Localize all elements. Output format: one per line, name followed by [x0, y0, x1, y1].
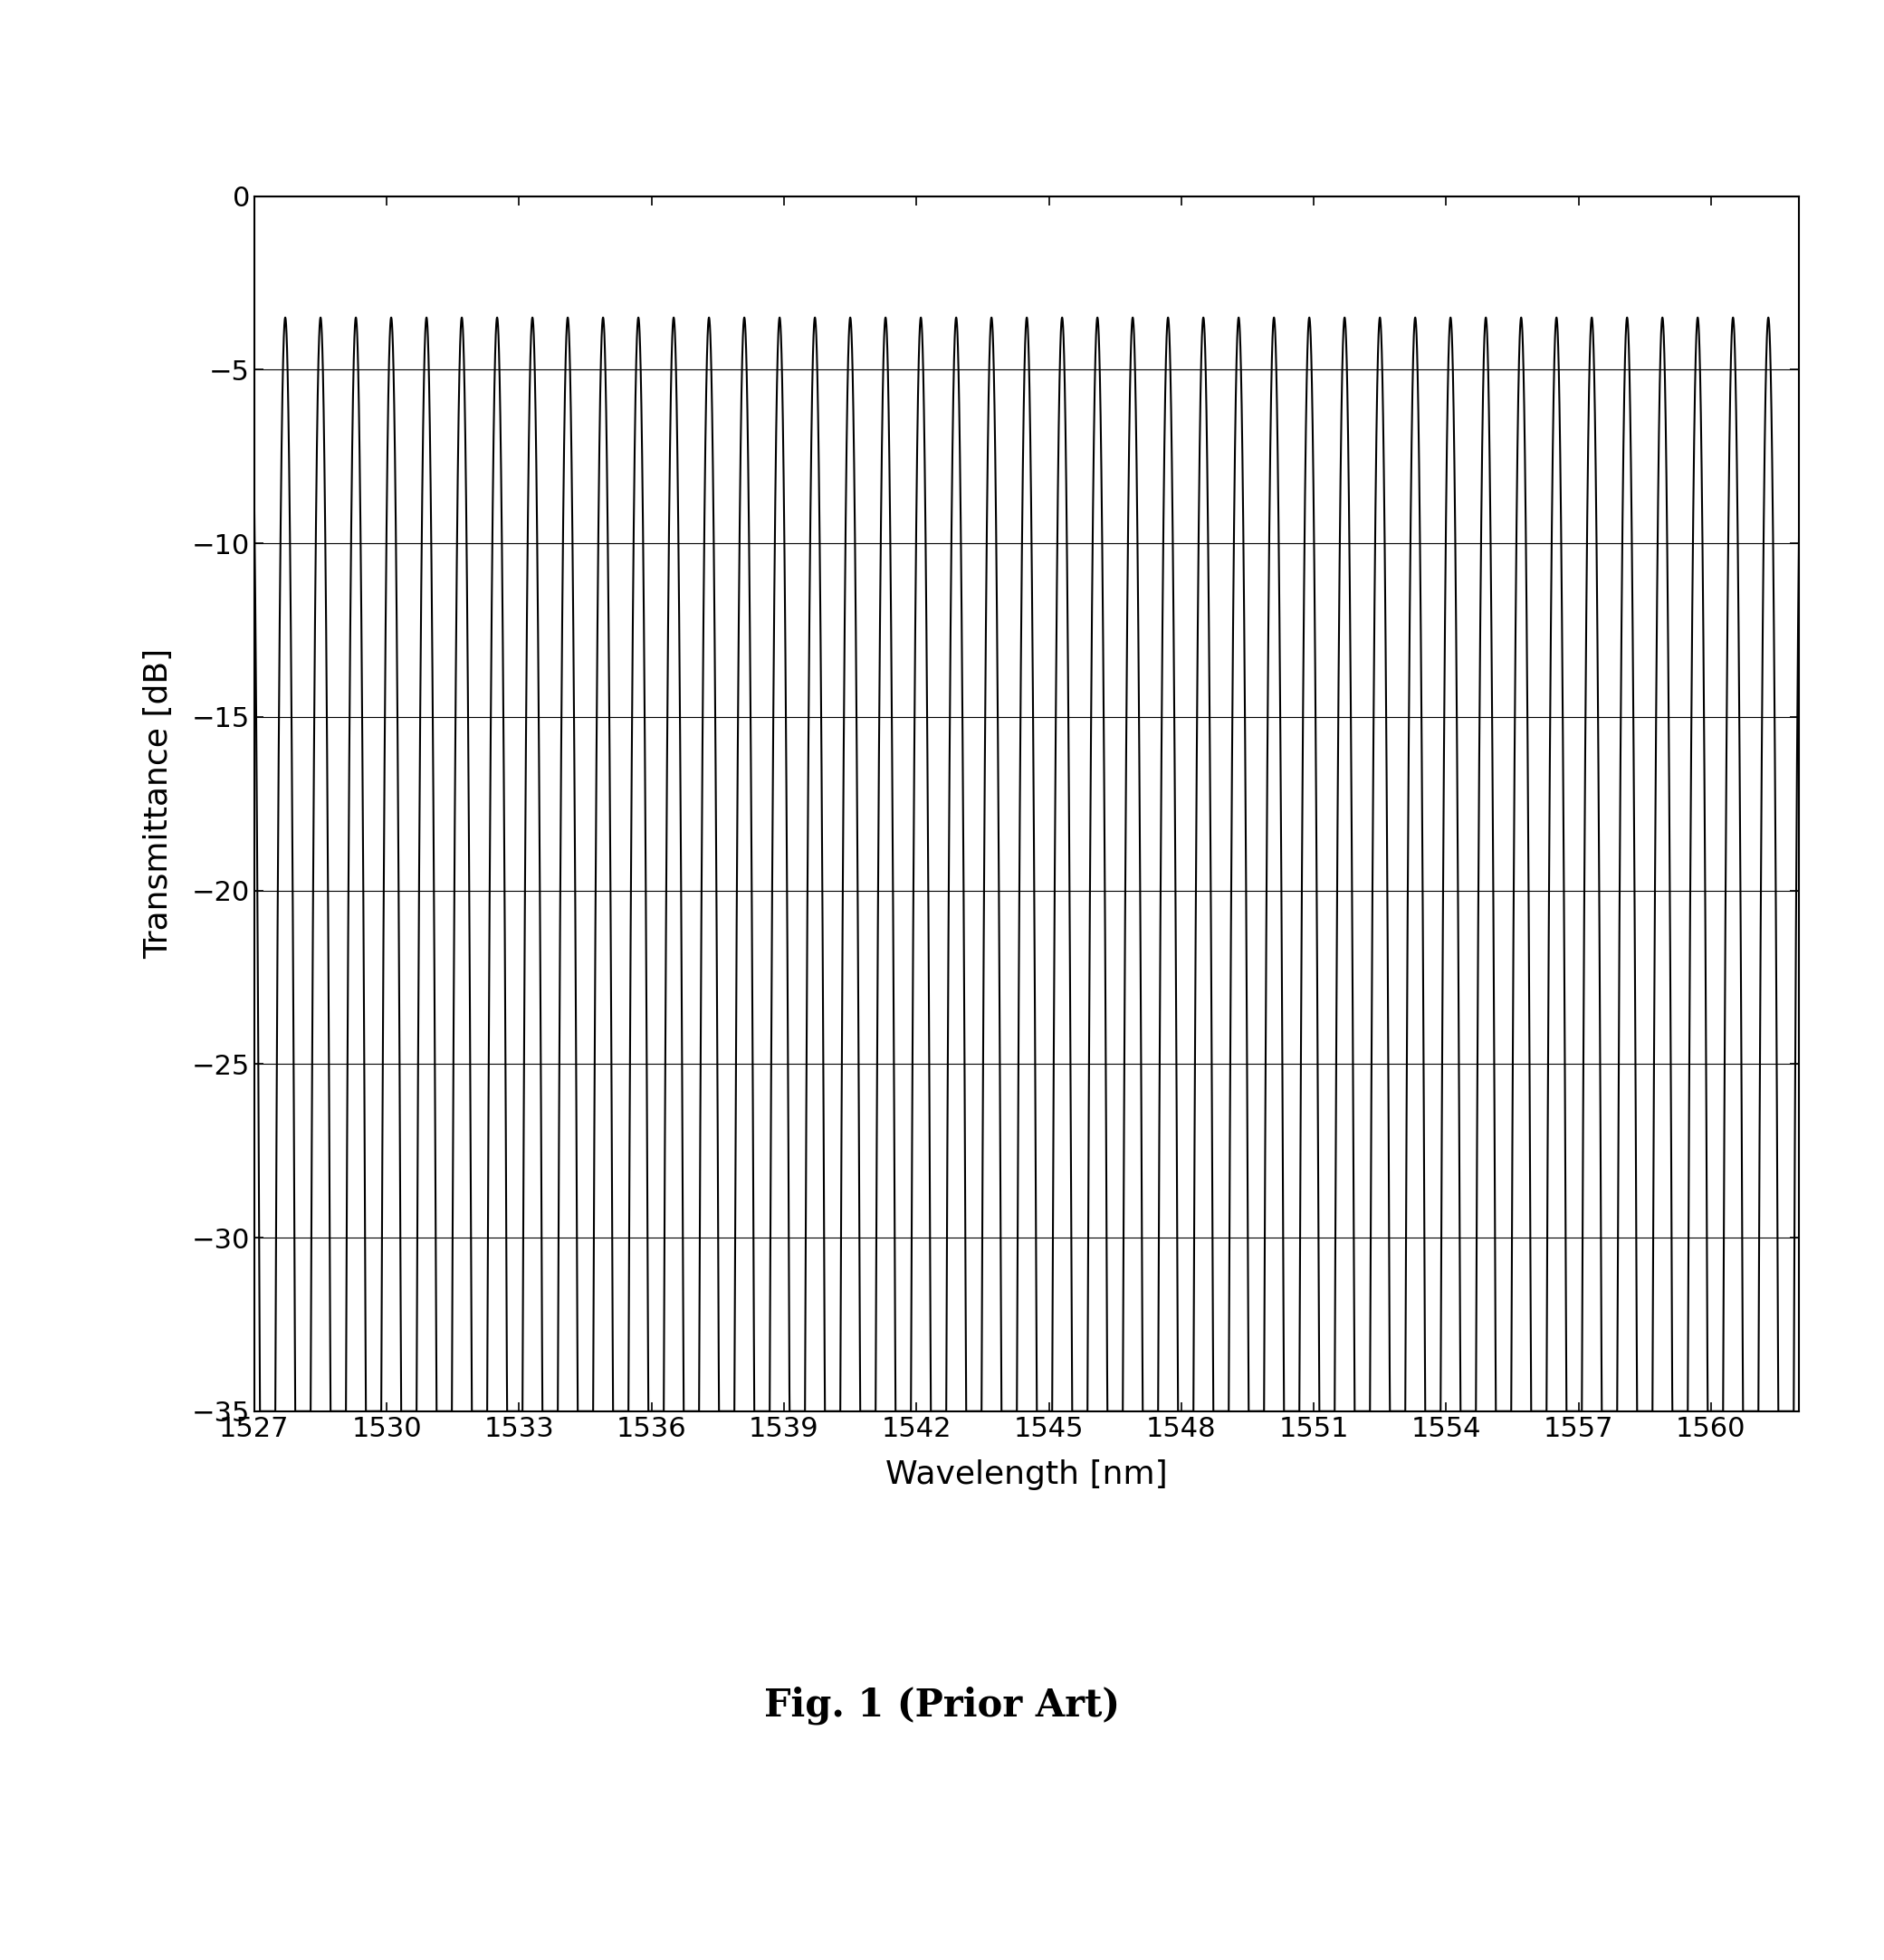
X-axis label: Wavelength [nm]: Wavelength [nm] [885, 1460, 1168, 1490]
Text: Fig. 1 (Prior Art): Fig. 1 (Prior Art) [765, 1686, 1119, 1725]
Y-axis label: Transmittance [dB]: Transmittance [dB] [143, 649, 173, 958]
